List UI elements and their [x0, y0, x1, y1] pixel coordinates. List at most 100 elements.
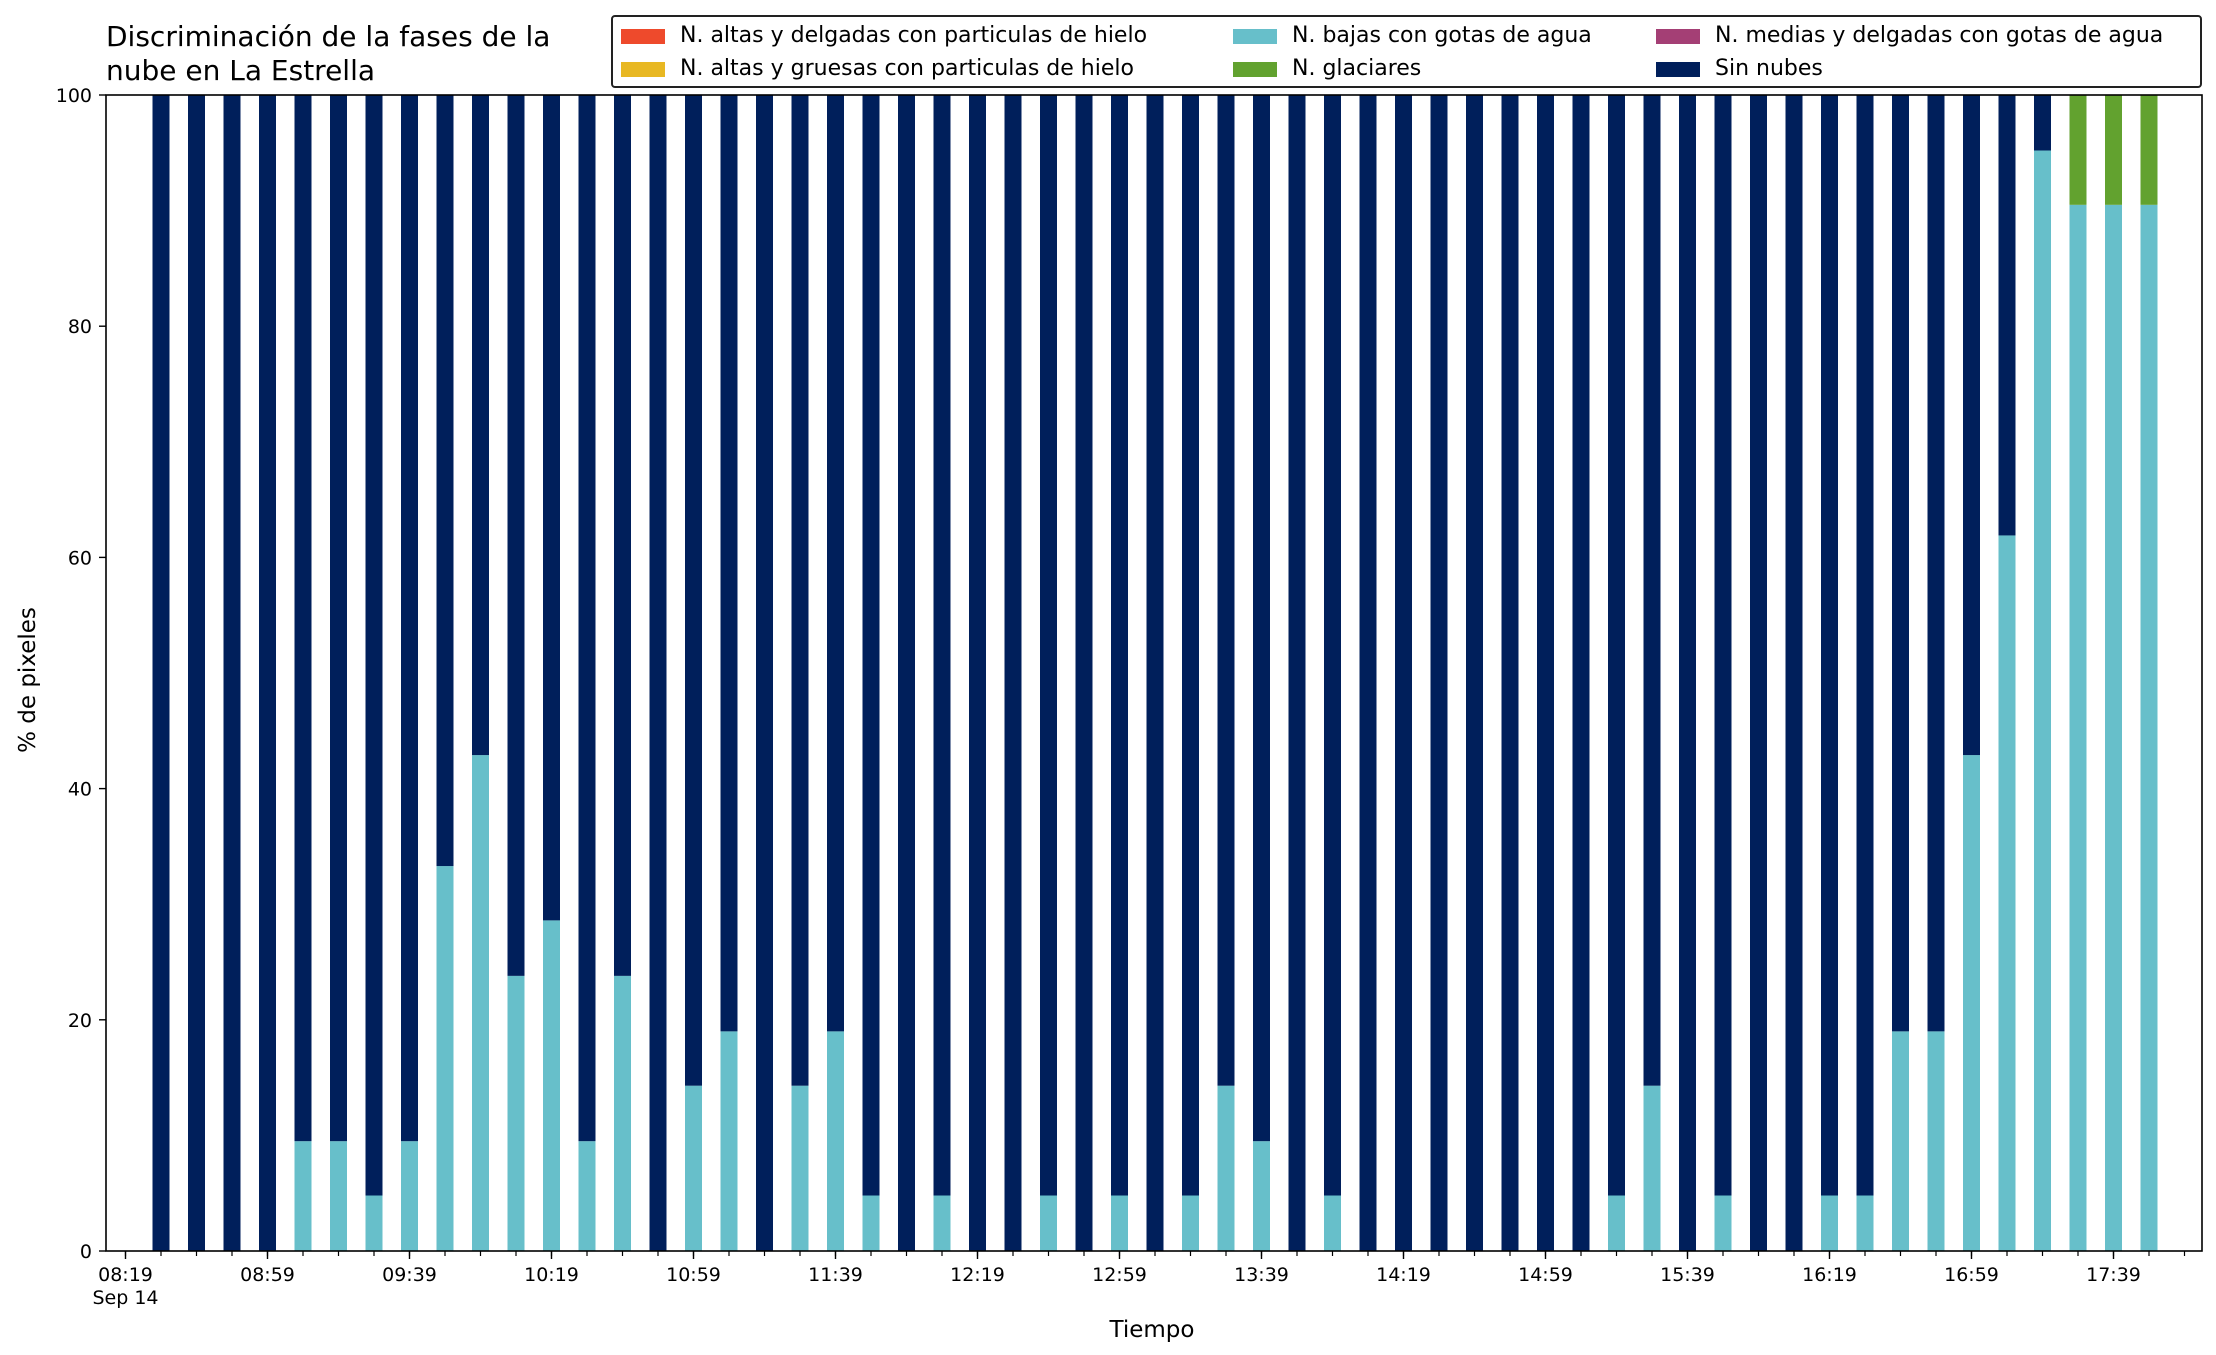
legend-swatch: [1656, 62, 1700, 77]
x-tick-label: 10:59: [666, 1264, 721, 1286]
bar-segment-s5-16:49: [1927, 95, 1945, 1032]
bar-segment-s2-10:39: [614, 975, 631, 1251]
x-tick-label: 15:39: [1660, 1264, 1715, 1286]
legend-label: N. medias y delgadas con gotas de agua: [1715, 23, 2164, 48]
bar-segment-s5-09:49: [436, 95, 454, 867]
bar-segment-s3-17:39: [2105, 95, 2122, 205]
bar-segment-s2-09:39: [401, 1141, 418, 1251]
bar-segment-s2-16:39: [1892, 1031, 1909, 1251]
x-tick-label: 17:39: [2086, 1264, 2141, 1286]
bar-segment-s5-11:29: [791, 95, 809, 1086]
bar-segment-s5-12:09: [933, 95, 951, 1196]
bar-segment-s5-16:59: [1963, 95, 1980, 756]
bar-segment-s5-13:49: [1288, 95, 1306, 1251]
bar-segment-s5-14:19: [1395, 95, 1412, 1251]
bar-segment-s5-13:19: [1182, 95, 1199, 1196]
x-tick-label: 14:19: [1376, 1264, 1431, 1286]
bar-segment-s2-11:39: [827, 1031, 844, 1251]
chart-title-line-2: nube en La Estrella: [106, 54, 376, 87]
bar-segment-s2-12:09: [933, 1195, 951, 1251]
x-tick-label: 12:59: [1092, 1264, 1147, 1286]
bar-segment-s2-09:29: [365, 1195, 383, 1251]
bar-segment-s2-13:19: [1182, 1195, 1199, 1251]
bar-segment-s2-15:29: [1643, 1085, 1661, 1251]
bar-segment-s5-12:39: [1040, 95, 1057, 1196]
bar-segment-s2-10:59: [685, 1085, 702, 1251]
legend-label: Sin nubes: [1715, 56, 1823, 81]
bar-segment-s2-15:19: [1608, 1195, 1625, 1251]
y-tick-label: 20: [68, 1010, 92, 1032]
bar-segment-s5-12:19: [969, 95, 986, 1251]
bar-segment-s5-08:39: [188, 95, 205, 1251]
bar-segment-s5-15:09: [1572, 95, 1590, 1251]
bar-segment-s5-16:19: [1821, 95, 1838, 1196]
bar-segment-s5-11:19: [756, 95, 773, 1251]
bar-segment-s5-14:39: [1466, 95, 1483, 1251]
legend-swatch: [1656, 29, 1700, 44]
bar-segment-s5-15:59: [1750, 95, 1767, 1251]
legend-swatch: [1233, 29, 1277, 44]
bar-segment-s5-13:29: [1217, 95, 1235, 1086]
bar-segment-s2-17:39: [2105, 204, 2122, 1251]
bar-segment-s2-17:09: [1998, 535, 2016, 1251]
bar-layer: [152, 95, 2158, 1252]
legend-label: N. altas y gruesas con particulas de hie…: [680, 56, 1134, 81]
bar-segment-s5-11:09: [720, 95, 738, 1032]
x-tick-label: 09:39: [382, 1264, 437, 1286]
bar-segment-s3-17:49: [2140, 95, 2158, 205]
x-tick-label: 16:59: [1944, 1264, 1999, 1286]
legend-label: N. glaciares: [1292, 56, 1422, 81]
x-tick-label: 08:59: [240, 1264, 295, 1286]
bar-segment-s5-12:59: [1111, 95, 1128, 1196]
plot-frame: [105, 94, 2203, 1252]
y-tick-label: 100: [56, 85, 92, 107]
x-tick-label: 14:59: [1518, 1264, 1573, 1286]
bar-segment-s5-16:29: [1856, 95, 1874, 1196]
bar-segment-s5-10:19: [543, 95, 560, 921]
bar-segment-s5-12:29: [1004, 95, 1022, 1251]
bar-segment-s5-13:39: [1253, 95, 1270, 1142]
y-axis-label: % de pixeles: [15, 607, 41, 753]
bar-segment-s5-14:49: [1501, 95, 1519, 1251]
bar-segment-s5-09:19: [330, 95, 347, 1142]
bar-segment-s5-13:09: [1146, 95, 1164, 1251]
bar-segment-s2-09:09: [294, 1141, 312, 1251]
bar-segment-s5-16:09: [1785, 95, 1803, 1251]
legend-label: N. bajas con gotas de agua: [1292, 23, 1592, 48]
bar-segment-s3-17:29: [2069, 95, 2087, 205]
y-tick-label: 40: [68, 779, 92, 801]
bar-segment-s2-09:59: [472, 755, 489, 1251]
bar-segment-s5-11:59: [898, 95, 915, 1251]
bar-segment-s5-09:29: [365, 95, 383, 1196]
bar-segment-s5-09:09: [294, 95, 312, 1142]
bar-segment-s5-14:09: [1359, 95, 1377, 1251]
bar-segment-s2-09:19: [330, 1141, 347, 1251]
legend-swatch: [621, 62, 665, 77]
bar-segment-s5-15:19: [1608, 95, 1625, 1196]
x-axis-label: Tiempo: [1109, 1317, 1195, 1343]
x-tick-date-label: Sep 14: [92, 1287, 158, 1309]
bar-segment-s2-17:29: [2069, 204, 2087, 1251]
bar-segment-s2-13:59: [1324, 1195, 1341, 1251]
bar-segment-s5-09:39: [401, 95, 418, 1142]
bar-segment-s2-12:59: [1111, 1195, 1128, 1251]
bar-segment-s2-12:39: [1040, 1195, 1057, 1251]
bar-segment-s2-16:59: [1963, 755, 1980, 1251]
bar-segment-s2-09:49: [436, 866, 454, 1251]
x-tick-label: 16:19: [1802, 1264, 1857, 1286]
bar-segment-s2-10:09: [507, 975, 525, 1251]
legend-swatch: [1233, 62, 1277, 77]
bar-segment-s5-11:49: [862, 95, 880, 1196]
bar-segment-s5-17:09: [1998, 95, 2016, 536]
bar-segment-s2-16:19: [1821, 1195, 1838, 1251]
bar-segment-s5-10:39: [614, 95, 631, 976]
bar-segment-s5-17:19: [2034, 95, 2051, 151]
bar-segment-s2-10:19: [543, 920, 560, 1251]
bar-segment-s2-17:19: [2034, 150, 2051, 1252]
x-tick-label: 10:19: [524, 1264, 579, 1286]
bar-segment-s5-14:29: [1430, 95, 1448, 1251]
chart-title-line-1: Discriminación de la fases de la: [106, 20, 551, 53]
bar-segment-s5-16:39: [1892, 95, 1909, 1032]
